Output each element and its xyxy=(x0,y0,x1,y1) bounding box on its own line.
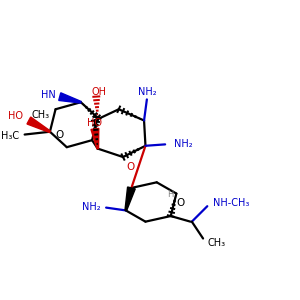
Text: NH₂: NH₂ xyxy=(138,87,156,98)
Text: O: O xyxy=(56,130,64,140)
Text: O: O xyxy=(126,162,134,172)
Text: CH₃: CH₃ xyxy=(32,110,50,120)
Polygon shape xyxy=(125,187,135,211)
Text: CH₃: CH₃ xyxy=(207,238,225,248)
Text: NH₂: NH₂ xyxy=(82,202,100,212)
Text: H: H xyxy=(168,190,174,200)
Text: HO: HO xyxy=(87,118,102,128)
Text: OH: OH xyxy=(92,87,106,98)
Polygon shape xyxy=(27,117,50,133)
Polygon shape xyxy=(91,128,99,149)
Text: H₃C: H₃C xyxy=(1,131,19,141)
Text: HO: HO xyxy=(8,111,23,121)
Polygon shape xyxy=(59,93,81,103)
Text: HN: HN xyxy=(41,90,56,100)
Text: O: O xyxy=(176,198,185,208)
Text: NH-CH₃: NH-CH₃ xyxy=(213,198,249,208)
Text: NH₂: NH₂ xyxy=(174,139,192,148)
